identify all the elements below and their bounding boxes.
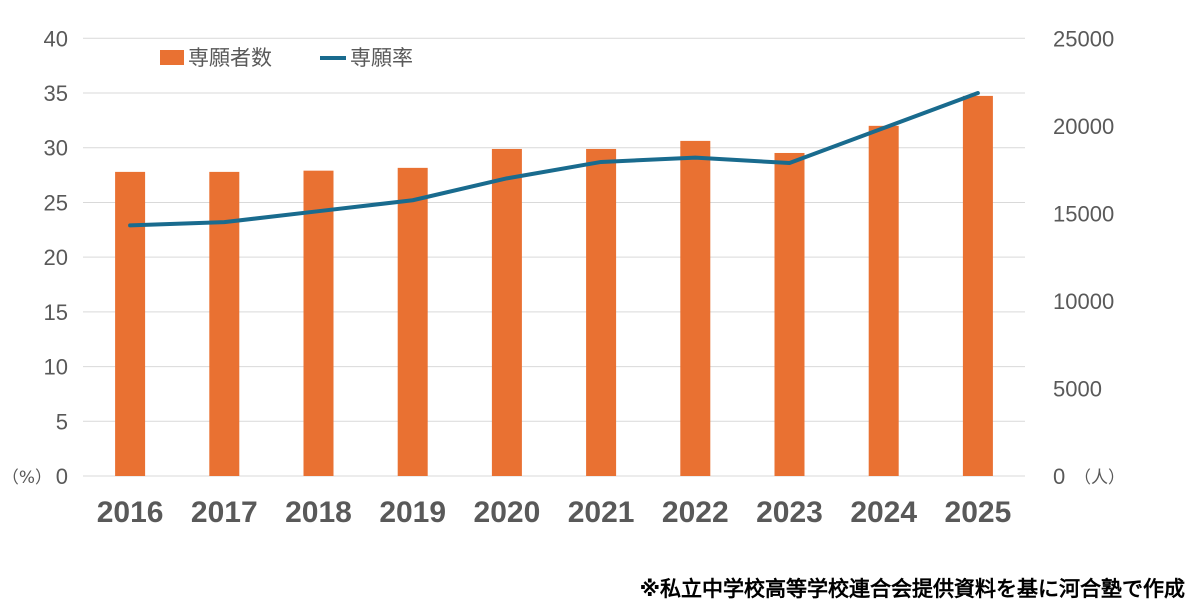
x-tick-label: 2023 [756, 496, 823, 529]
right-tick-label: 15000 [1053, 201, 1114, 226]
legend: 専願者数 専願率 [160, 46, 413, 70]
x-tick-label: 2021 [568, 496, 635, 529]
bar [303, 170, 334, 477]
right-tick-label: 20000 [1053, 114, 1114, 139]
source-note: ※私立中学校高等学校連合会提供資料を基に河合塾で作成 [640, 577, 1185, 601]
x-tick-label: 2016 [97, 496, 164, 529]
x-tick-label: 2019 [379, 496, 446, 529]
right-tick-label: 10000 [1053, 289, 1114, 314]
bar [115, 171, 146, 476]
x-tick-label: 2017 [191, 496, 258, 529]
bar [397, 167, 428, 477]
bar [962, 95, 993, 477]
right-axis-unit: （人） [1074, 468, 1125, 488]
left-tick-label: 25 [44, 190, 68, 215]
left-tick-label: 5 [56, 409, 68, 434]
right-axis-ticks: 0 5000 10000 15000 20000 25000 [1053, 26, 1114, 489]
bar [680, 140, 711, 476]
left-axis-unit: （%） [2, 468, 52, 488]
x-tick-label: 2020 [474, 496, 541, 529]
x-tick-label: 2025 [945, 496, 1012, 529]
legend-label-bar: 専願者数 [188, 46, 272, 70]
left-tick-label: 30 [44, 136, 68, 161]
x-tick-label: 2018 [285, 496, 352, 529]
legend-swatch-bar [160, 50, 184, 65]
x-tick-label: 2024 [850, 496, 917, 529]
right-tick-label: 25000 [1053, 26, 1114, 51]
bar [868, 125, 899, 476]
x-tick-label: 2022 [662, 496, 729, 529]
left-tick-label: 15 [44, 300, 68, 325]
left-tick-label: 10 [44, 355, 68, 380]
legend-label-line: 専願率 [350, 46, 413, 70]
left-axis-ticks: 0 5 10 15 20 25 30 35 40 [44, 26, 68, 489]
right-tick-label: 5000 [1053, 376, 1102, 401]
gridlines [83, 37, 1025, 477]
bar [209, 171, 240, 476]
right-tick-label: 0 [1053, 464, 1065, 489]
line-path [128, 91, 980, 228]
bar-series [115, 95, 993, 477]
left-tick-label: 20 [44, 245, 68, 270]
bar [774, 152, 805, 476]
bar [491, 148, 522, 476]
x-axis-ticks: 2016 2017 2018 2019 2020 2021 2022 2023 2024 2025 [97, 496, 1012, 529]
left-tick-label: 35 [44, 81, 68, 106]
line-series [128, 91, 980, 228]
bar [586, 148, 617, 476]
left-tick-label: 40 [44, 26, 68, 51]
left-tick-label: 0 [56, 464, 68, 489]
